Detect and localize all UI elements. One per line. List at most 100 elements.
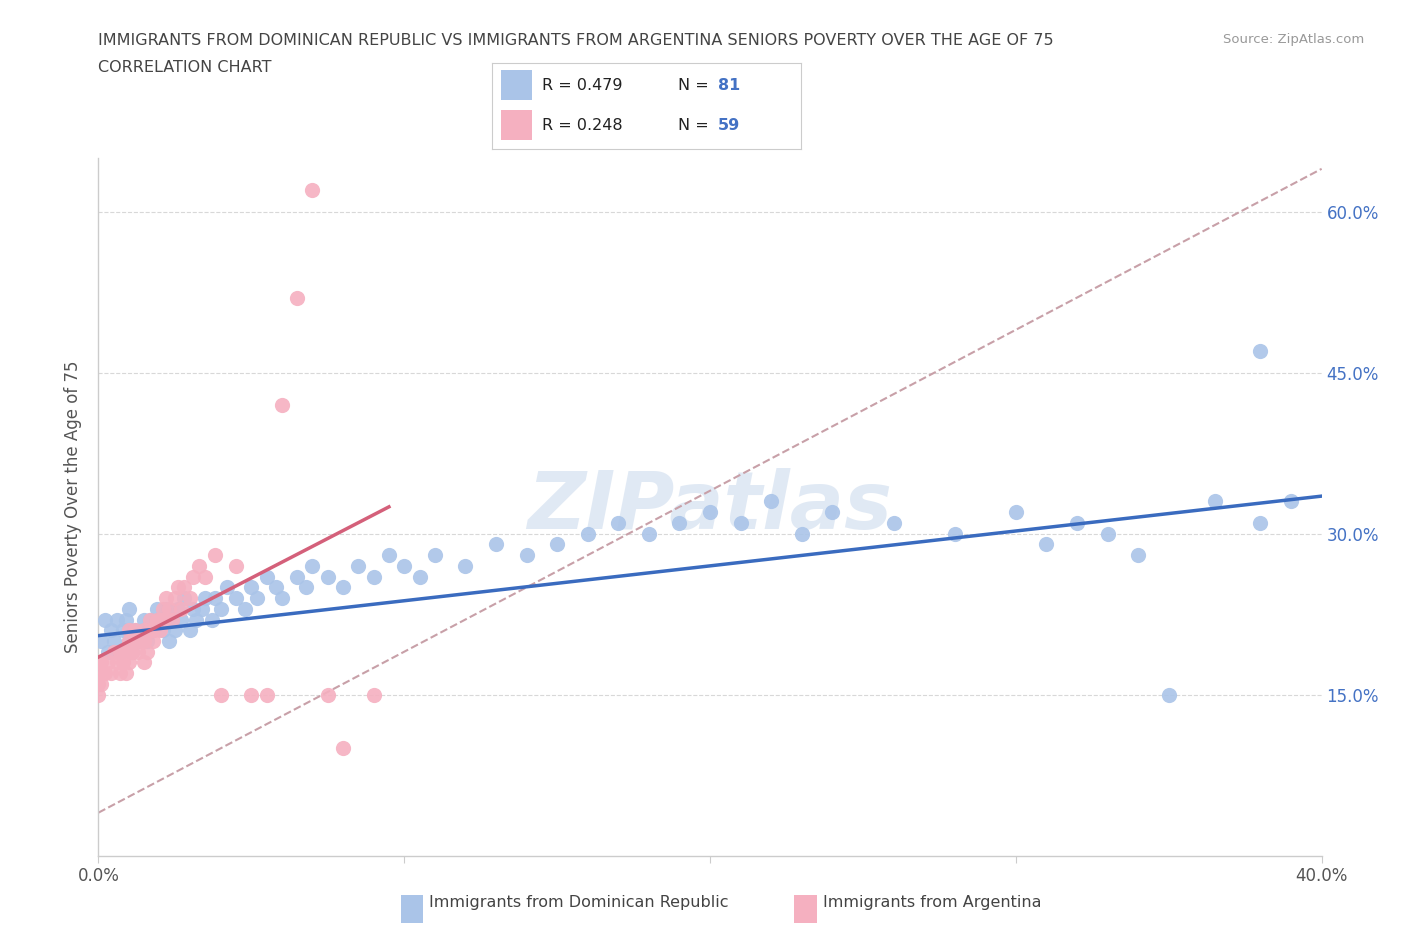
Point <box>233 602 256 617</box>
Point <box>170 612 193 627</box>
Point <box>1066 515 1088 530</box>
Text: N =: N = <box>678 77 714 93</box>
Point <box>194 569 217 584</box>
Point <box>1004 505 1026 520</box>
Point <box>145 612 167 627</box>
Point <box>134 623 156 638</box>
Point <box>124 623 146 638</box>
Point <box>124 633 146 648</box>
Bar <box>502 70 533 100</box>
Point <box>363 569 385 584</box>
Point <box>118 633 141 648</box>
Point <box>87 687 110 702</box>
Point <box>90 655 112 670</box>
Point <box>204 591 226 605</box>
Bar <box>502 111 533 140</box>
Point <box>943 526 966 541</box>
Point <box>301 558 323 573</box>
Point <box>97 655 120 670</box>
Point <box>170 602 193 617</box>
Text: IMMIGRANTS FROM DOMINICAN REPUBLIC VS IMMIGRANTS FROM ARGENTINA SENIORS POVERTY : IMMIGRANTS FROM DOMINICAN REPUBLIC VS IM… <box>98 33 1054 47</box>
Point <box>90 633 112 648</box>
Point <box>139 612 162 627</box>
Point <box>87 666 110 681</box>
Point <box>1249 515 1271 530</box>
Point <box>155 602 177 617</box>
Text: 59: 59 <box>718 118 740 133</box>
Point <box>332 580 354 595</box>
Point <box>576 526 599 541</box>
Point <box>188 558 211 573</box>
Point <box>209 687 232 702</box>
Point <box>105 655 128 670</box>
Point <box>127 633 149 648</box>
Point <box>121 644 143 659</box>
Point <box>301 183 323 198</box>
Point <box>115 644 138 659</box>
Point <box>186 612 208 627</box>
Point <box>108 644 131 659</box>
Point <box>485 537 508 551</box>
Point <box>179 591 201 605</box>
Point <box>103 644 125 659</box>
Text: CORRELATION CHART: CORRELATION CHART <box>98 60 271 75</box>
Point <box>134 633 156 648</box>
Point <box>136 644 159 659</box>
Point <box>134 623 156 638</box>
Point <box>87 676 110 691</box>
Point <box>111 655 134 670</box>
Point <box>142 633 165 648</box>
Point <box>152 623 174 638</box>
Point <box>200 612 222 627</box>
Point <box>408 569 430 584</box>
Point <box>145 602 167 617</box>
Point <box>225 558 247 573</box>
Point <box>121 644 143 659</box>
Point <box>215 580 238 595</box>
Point <box>1128 548 1150 563</box>
Text: Immigrants from Dominican Republic: Immigrants from Dominican Republic <box>429 895 728 910</box>
Point <box>118 655 141 670</box>
Y-axis label: Seniors Poverty Over the Age of 75: Seniors Poverty Over the Age of 75 <box>65 361 83 653</box>
Point <box>240 687 263 702</box>
Point <box>152 612 174 627</box>
Point <box>97 644 120 659</box>
Point <box>264 580 287 595</box>
Point <box>423 548 446 563</box>
Point <box>347 558 370 573</box>
Point <box>378 548 401 563</box>
Point <box>225 591 247 605</box>
Point <box>163 591 186 605</box>
Point <box>173 580 195 595</box>
Point <box>295 580 318 595</box>
Point <box>167 580 190 595</box>
Point <box>209 602 232 617</box>
Point <box>246 591 269 605</box>
Point <box>108 666 131 681</box>
Point <box>1035 537 1057 551</box>
Point <box>316 687 339 702</box>
Point <box>637 526 661 541</box>
Text: R = 0.479: R = 0.479 <box>541 77 621 93</box>
Point <box>821 505 844 520</box>
Point <box>1249 344 1271 359</box>
Point <box>105 612 128 627</box>
Point <box>270 591 292 605</box>
Point <box>149 612 172 627</box>
Point <box>454 558 477 573</box>
Point <box>790 526 813 541</box>
Point <box>285 290 308 305</box>
Point <box>160 612 183 627</box>
Point <box>157 602 180 617</box>
Point <box>142 623 165 638</box>
Point <box>181 602 204 617</box>
Point <box>285 569 308 584</box>
Point <box>100 666 122 681</box>
Point <box>332 741 354 756</box>
Point <box>100 623 122 638</box>
Point <box>1157 687 1180 702</box>
Point <box>152 602 174 617</box>
Point <box>1279 494 1302 509</box>
Point <box>204 548 226 563</box>
Point <box>392 558 416 573</box>
